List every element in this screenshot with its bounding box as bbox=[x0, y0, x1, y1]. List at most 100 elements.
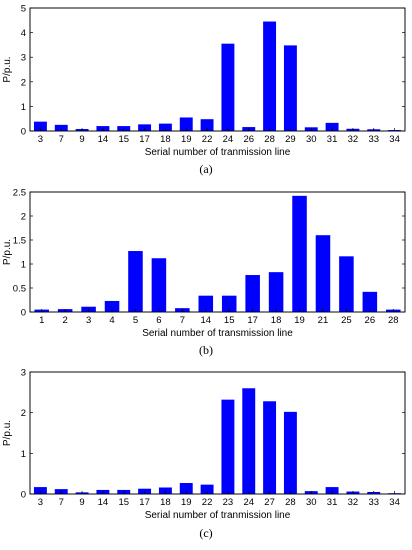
y-tick-label: 2 bbox=[21, 212, 26, 223]
y-axis-label: P/p.u. bbox=[2, 420, 13, 446]
x-tick-label: 26 bbox=[243, 134, 254, 145]
x-tick-label: 23 bbox=[223, 497, 234, 508]
x-tick-label: 24 bbox=[223, 134, 234, 145]
y-axis-label: P/p.u. bbox=[2, 239, 13, 265]
bar bbox=[158, 123, 172, 131]
bar bbox=[151, 258, 167, 312]
panel-caption: (c) bbox=[199, 526, 212, 540]
plot-border bbox=[29, 7, 406, 132]
x-tick-label: 22 bbox=[202, 134, 213, 145]
bar bbox=[128, 251, 143, 312]
x-tick-label: 30 bbox=[306, 497, 317, 508]
y-tick-label: 2 bbox=[21, 408, 26, 419]
x-tick-label: 34 bbox=[389, 497, 400, 508]
x-tick-label: 17 bbox=[139, 497, 150, 508]
x-tick-label: 1 bbox=[39, 315, 44, 326]
x-tick-label: 33 bbox=[368, 497, 379, 508]
bar bbox=[263, 21, 277, 132]
x-tick-label: 34 bbox=[389, 134, 400, 145]
y-tick-label: 1 bbox=[21, 449, 26, 460]
bar bbox=[33, 487, 47, 494]
x-tick-label: 19 bbox=[181, 497, 192, 508]
x-tick-label: 7 bbox=[59, 497, 64, 508]
plot-border bbox=[29, 371, 406, 495]
bar bbox=[315, 235, 331, 312]
x-tick-label: 31 bbox=[327, 134, 338, 145]
bar bbox=[200, 484, 214, 494]
panel-caption: (a) bbox=[199, 162, 212, 176]
x-tick-label: 7 bbox=[180, 315, 185, 326]
x-tick-label: 19 bbox=[294, 315, 305, 326]
x-tick-label: 26 bbox=[365, 315, 376, 326]
x-tick-label: 17 bbox=[139, 134, 150, 145]
x-tick-label: 15 bbox=[118, 134, 129, 145]
x-tick-label: 4 bbox=[109, 315, 114, 326]
x-tick-label: 9 bbox=[79, 497, 84, 508]
y-tick-label: 2 bbox=[21, 77, 26, 88]
x-tick-label: 21 bbox=[318, 315, 329, 326]
bar bbox=[158, 487, 172, 494]
bar bbox=[33, 121, 47, 131]
chart-panel-2: 0 0.5 1 1.5 2 2.5 1 2 3 4 5 6 7 14 15 17 18 19 21 25 26 28 Ser… bbox=[2, 188, 406, 357]
x-tick-label: 3 bbox=[38, 497, 43, 508]
y-tick-label: 3 bbox=[21, 368, 26, 379]
x-tick-label: 15 bbox=[118, 497, 129, 508]
x-axis-label: Serial number of transmission line bbox=[142, 328, 293, 339]
bar bbox=[339, 256, 354, 312]
bar bbox=[104, 300, 120, 312]
x-axis-label: Serial number of tranmission line bbox=[145, 510, 291, 521]
x-tick-label: 17 bbox=[247, 315, 258, 326]
y-tick-label: 5 bbox=[21, 4, 26, 15]
x-tick-label: 18 bbox=[271, 315, 282, 326]
x-tick-label: 3 bbox=[38, 134, 43, 145]
bar bbox=[179, 483, 193, 494]
x-tick-label: 2 bbox=[63, 315, 68, 326]
x-tick-label: 19 bbox=[181, 134, 192, 145]
x-tick-label: 33 bbox=[368, 134, 379, 145]
x-tick-label: 9 bbox=[79, 134, 84, 145]
plot-frame bbox=[29, 371, 406, 495]
y-tick-label: 0.5 bbox=[13, 284, 26, 295]
x-tick-label: 29 bbox=[285, 134, 296, 145]
panel-caption: (b) bbox=[199, 343, 213, 357]
x-tick-label: 32 bbox=[348, 497, 359, 508]
y-tick-label: 0 bbox=[21, 127, 26, 138]
plot-frame bbox=[29, 7, 406, 132]
bar bbox=[221, 399, 235, 494]
bar bbox=[221, 295, 237, 312]
bar bbox=[362, 291, 378, 312]
x-tick-label: 28 bbox=[388, 315, 399, 326]
bar bbox=[245, 275, 260, 312]
x-tick-label: 22 bbox=[202, 497, 213, 508]
bar bbox=[179, 117, 193, 131]
bar bbox=[221, 43, 235, 131]
x-tick-label: 18 bbox=[160, 497, 171, 508]
x-tick-label: 6 bbox=[156, 315, 161, 326]
bar bbox=[242, 388, 256, 494]
x-tick-label: 5 bbox=[133, 315, 138, 326]
x-tick-label: 31 bbox=[327, 497, 338, 508]
y-tick-label: 2.5 bbox=[13, 188, 26, 199]
x-tick-label: 24 bbox=[243, 497, 254, 508]
y-tick-label: 3 bbox=[21, 53, 26, 64]
y-tick-label: 1 bbox=[21, 102, 26, 113]
y-tick-label: 0 bbox=[21, 490, 26, 501]
bar bbox=[268, 272, 284, 312]
bar bbox=[325, 487, 339, 494]
bar bbox=[138, 124, 152, 131]
x-tick-label: 28 bbox=[264, 134, 275, 145]
bar bbox=[325, 122, 339, 131]
x-axis-label: Serial number of tranmission line bbox=[145, 147, 291, 158]
x-tick-label: 32 bbox=[348, 134, 359, 145]
x-tick-label: 30 bbox=[306, 134, 317, 145]
x-tick-label: 7 bbox=[59, 134, 64, 145]
x-tick-label: 14 bbox=[98, 497, 109, 508]
x-tick-label: 27 bbox=[264, 497, 275, 508]
bar bbox=[292, 195, 307, 312]
y-tick-label: 0 bbox=[21, 308, 26, 319]
bar bbox=[283, 411, 297, 494]
bar bbox=[200, 119, 214, 131]
